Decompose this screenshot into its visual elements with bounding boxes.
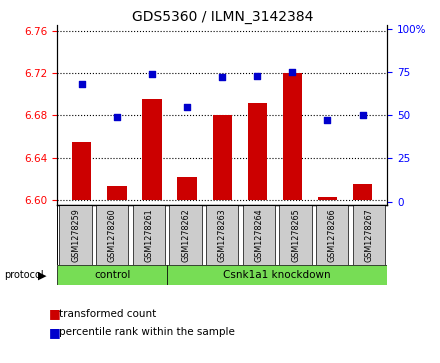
Point <box>219 74 226 80</box>
Point <box>183 104 191 110</box>
Bar <box>206 205 238 265</box>
Text: GSM1278259: GSM1278259 <box>71 208 80 262</box>
Text: control: control <box>94 270 130 280</box>
Title: GDS5360 / ILMN_3142384: GDS5360 / ILMN_3142384 <box>132 11 313 24</box>
Text: GSM1278264: GSM1278264 <box>254 208 264 262</box>
Bar <box>143 99 161 200</box>
Bar <box>243 205 275 265</box>
Bar <box>72 142 92 200</box>
Text: GSM1278260: GSM1278260 <box>108 208 117 262</box>
Bar <box>318 197 337 200</box>
Point <box>359 113 366 118</box>
Point <box>324 118 331 123</box>
Text: GSM1278262: GSM1278262 <box>181 208 190 262</box>
Text: ■: ■ <box>48 326 60 339</box>
Bar <box>169 205 202 265</box>
Text: GSM1278267: GSM1278267 <box>364 208 374 262</box>
Text: GSM1278266: GSM1278266 <box>328 208 337 262</box>
Text: GSM1278265: GSM1278265 <box>291 208 300 262</box>
Text: protocol: protocol <box>4 270 44 280</box>
Bar <box>133 205 165 265</box>
Point <box>78 81 85 87</box>
Bar <box>96 205 128 265</box>
Bar <box>167 265 387 285</box>
Bar <box>59 205 92 265</box>
Bar <box>279 205 312 265</box>
Point <box>289 69 296 75</box>
Text: GSM1278261: GSM1278261 <box>144 208 154 262</box>
Bar <box>248 103 267 200</box>
Bar <box>177 176 197 200</box>
Bar <box>353 205 385 265</box>
Text: percentile rank within the sample: percentile rank within the sample <box>59 327 235 337</box>
Point <box>254 73 261 78</box>
Bar <box>57 265 167 285</box>
Bar <box>107 186 127 200</box>
Text: Csnk1a1 knockdown: Csnk1a1 knockdown <box>224 270 331 280</box>
Text: GSM1278263: GSM1278263 <box>218 208 227 262</box>
Text: transformed count: transformed count <box>59 309 157 319</box>
Text: ■: ■ <box>48 307 60 321</box>
Bar <box>316 205 348 265</box>
Bar <box>213 115 232 200</box>
Point <box>149 71 156 77</box>
Text: ▶: ▶ <box>37 270 46 280</box>
Point <box>114 114 121 120</box>
Bar <box>283 73 302 200</box>
Bar <box>353 184 372 200</box>
